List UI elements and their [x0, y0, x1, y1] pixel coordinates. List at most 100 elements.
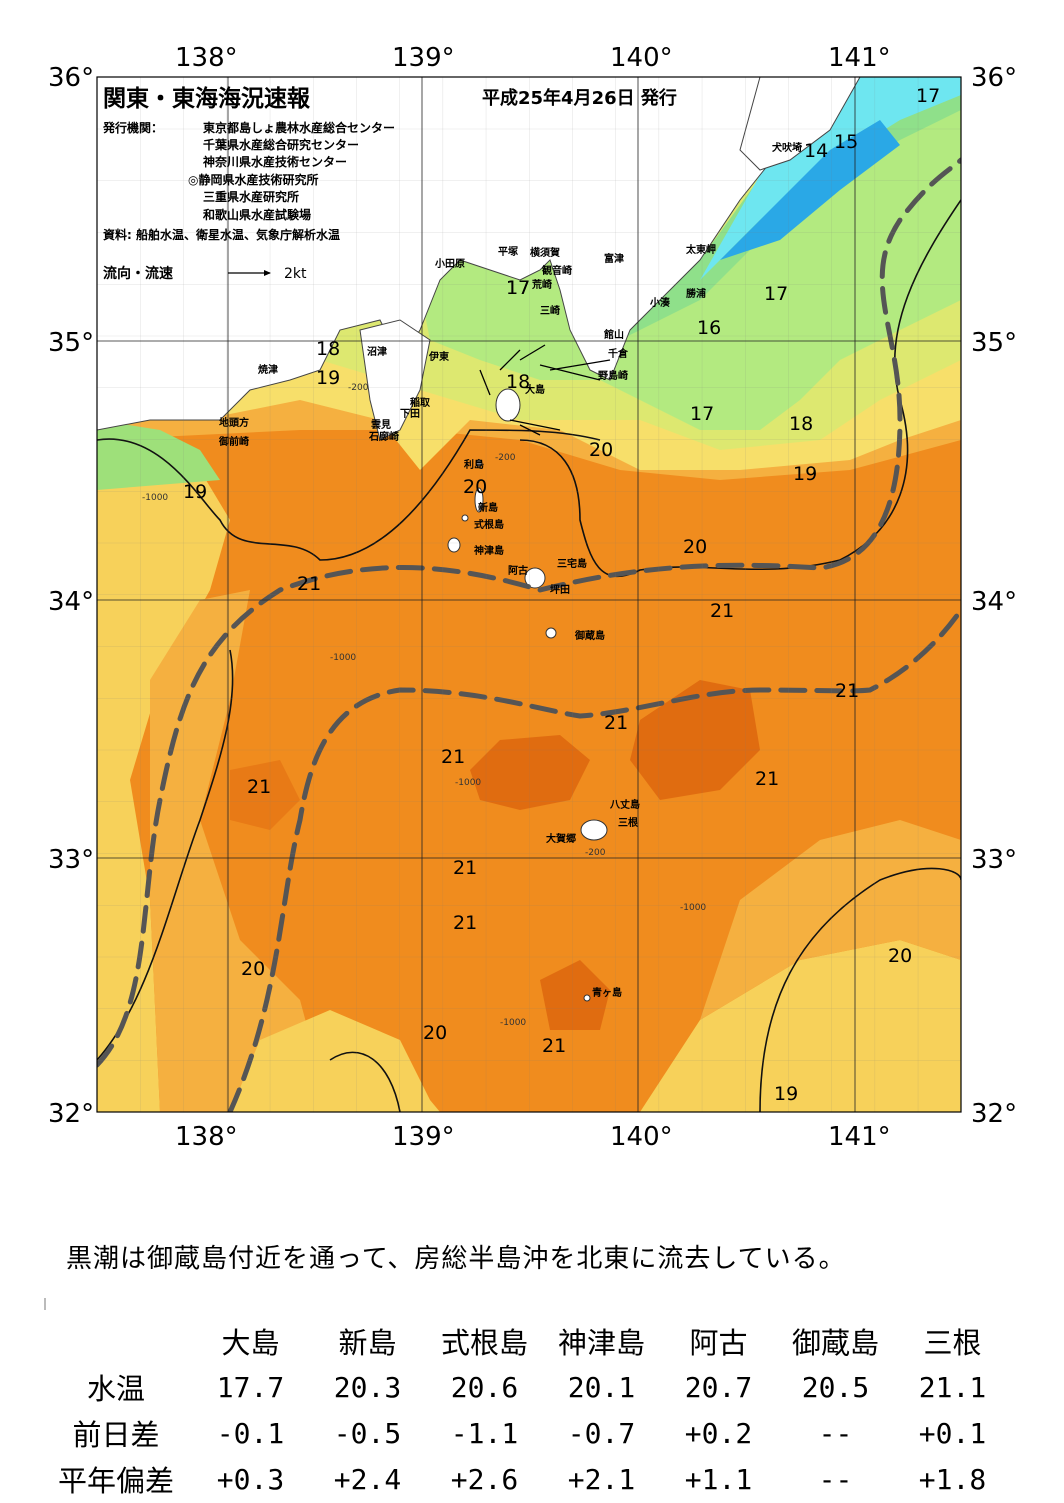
lon-bottom-141: 141° — [828, 1122, 891, 1152]
place-name: 御前崎 — [218, 435, 249, 448]
isotherm-label: 17 — [506, 277, 530, 299]
place-name: 勝浦 — [686, 287, 706, 300]
place-name: 伊東 — [428, 350, 449, 363]
col-ako: 阿古 — [689, 1326, 748, 1360]
row-label-day-diff: 前日差 — [72, 1418, 160, 1452]
place-name: 千倉 — [608, 347, 629, 360]
place-names: 犬吠埼 太東岬 勝浦 小湊 館山 千倉 野島崎 富津 観音崎 横須賀 平塚 荒崎… — [218, 141, 802, 999]
place-name: 三根 — [618, 816, 638, 829]
depth-label: -200 — [348, 383, 369, 393]
isotherm-label: 15 — [834, 131, 858, 153]
place-name: 館山 — [603, 328, 624, 341]
isotherm-label: 17 — [690, 403, 714, 425]
issuer-3: 神奈川県水産技術センター — [203, 154, 347, 169]
row-label-normal-dev: 平年偏差 — [57, 1464, 174, 1498]
place-name: 神津島 — [474, 544, 504, 557]
place-name: 坪田 — [550, 583, 570, 596]
place-name: 焼津 — [258, 363, 278, 376]
isotherm-label: 18 — [506, 371, 530, 393]
isotherm-label: 21 — [297, 573, 321, 595]
isotherm-label: 20 — [888, 945, 912, 967]
place-name: 大賀郷 — [546, 832, 576, 845]
isotherm-label: 20 — [463, 476, 487, 498]
place-name: 沼津 — [367, 345, 387, 358]
lon-bottom-140: 140° — [610, 1122, 673, 1152]
place-name: 観音崎 — [542, 264, 572, 277]
row-label-water-temp: 水温 — [86, 1372, 145, 1406]
issuer-1: 東京都島しょ農林水産総合センター — [203, 120, 395, 135]
table-row: 平年偏差 +0.3 +2.4 +2.6 +2.1 +1.1 -- +1.8 — [40, 1456, 1011, 1502]
lat-left-34: 34° — [48, 587, 94, 617]
issue-date: 平成25年4月26日 発行 — [482, 87, 677, 109]
cell: 20.7 — [684, 1370, 753, 1404]
lat-left-32: 32° — [48, 1099, 94, 1129]
cell: -0.1 — [216, 1416, 285, 1450]
col-mikurajima: 御蔵島 — [791, 1326, 879, 1360]
issuer-6: 和歌山県水産試験場 — [202, 207, 311, 222]
isotherm-label: 21 — [604, 712, 628, 734]
cell: 20.1 — [567, 1370, 636, 1404]
table-corner — [40, 1318, 192, 1364]
place-name: 野島崎 — [598, 369, 628, 382]
isotherm-label: 19 — [316, 367, 340, 389]
divider-mark — [44, 1298, 46, 1310]
table-header-row: 大島 新島 式根島 神津島 阿古 御蔵島 三根 — [40, 1318, 1011, 1364]
isotherm-label: 17 — [764, 283, 788, 305]
cell: 17.7 — [216, 1370, 285, 1404]
major-grid — [97, 77, 961, 1112]
lon-top-138: 138° — [175, 43, 238, 73]
isotherm-label: 21 — [835, 680, 859, 702]
isotherm-label: 18 — [789, 413, 813, 435]
data-source: 資料: 船舶水温、衛星水温、気象庁解析水温 — [103, 227, 340, 242]
issuer-5: 三重県水産研究所 — [203, 189, 299, 204]
depth-label: -1000 — [680, 903, 706, 913]
isotherm-label: 20 — [683, 536, 707, 558]
place-name: 富津 — [604, 252, 624, 265]
table-row: 水温 17.7 20.3 20.6 20.1 20.7 20.5 21.1 — [40, 1364, 1011, 1410]
col-niijima: 新島 — [338, 1326, 397, 1360]
isotherm-label: 21 — [441, 746, 465, 768]
depth-label: -1000 — [500, 1018, 526, 1028]
place-name: 三崎 — [540, 304, 560, 317]
lat-left-36: 36° — [48, 63, 94, 93]
lat-right-33: 33° — [971, 845, 1017, 875]
place-name: 大島 — [525, 383, 545, 396]
lat-right-36: 36° — [971, 63, 1017, 93]
cell: -0.7 — [567, 1416, 636, 1450]
place-name: 式根島 — [474, 518, 504, 531]
isotherm-label: 17 — [916, 85, 940, 107]
cell: 20.3 — [333, 1370, 402, 1404]
depth-label: -200 — [585, 848, 606, 858]
axis-labels: 138° 139° 140° 141° 138° 139° 140° 141° … — [48, 43, 1017, 1152]
isotherm-labels: 17 15 14 17 16 17 18 19 18 17 18 19 17 2… — [183, 85, 940, 1105]
place-name: 新島 — [478, 501, 498, 514]
cell: +1.1 — [684, 1462, 753, 1496]
isotherm-label: 21 — [453, 857, 477, 879]
flow-legend-label: 流向・流速 — [103, 265, 173, 282]
lon-bottom-139: 139° — [392, 1122, 455, 1152]
summary-caption: 黒潮は御蔵島付近を通って、房総半島沖を北東に流去している。 — [66, 1244, 846, 1274]
cell: +2.1 — [567, 1462, 636, 1496]
cell: -0.5 — [333, 1416, 402, 1450]
lat-right-34: 34° — [971, 587, 1017, 617]
isotherm-label: 21 — [542, 1035, 566, 1057]
depth-label: -200 — [495, 453, 516, 463]
lat-left-33: 33° — [48, 845, 94, 875]
lat-right-32: 32° — [971, 1099, 1017, 1129]
place-name: 雲見 — [371, 419, 391, 431]
isotherm-label: 18 — [316, 338, 340, 360]
place-name: 地頭方 — [219, 416, 249, 429]
place-name: 荒崎 — [531, 278, 552, 291]
isotherm-label: 19 — [793, 463, 817, 485]
cell: +0.3 — [216, 1462, 285, 1496]
cell: 20.5 — [801, 1370, 870, 1404]
flow-scale: 2kt — [284, 266, 307, 282]
place-name: 平塚 — [498, 245, 518, 258]
map-area — [97, 77, 961, 1112]
place-name: 稲取 — [410, 396, 431, 409]
isotherm-label: 17 — [506, 277, 530, 299]
isotherm-label: 20 — [589, 439, 613, 461]
cell: +2.4 — [333, 1462, 402, 1496]
depth-label: -1000 — [142, 493, 168, 503]
place-name: 利島 — [464, 458, 484, 471]
